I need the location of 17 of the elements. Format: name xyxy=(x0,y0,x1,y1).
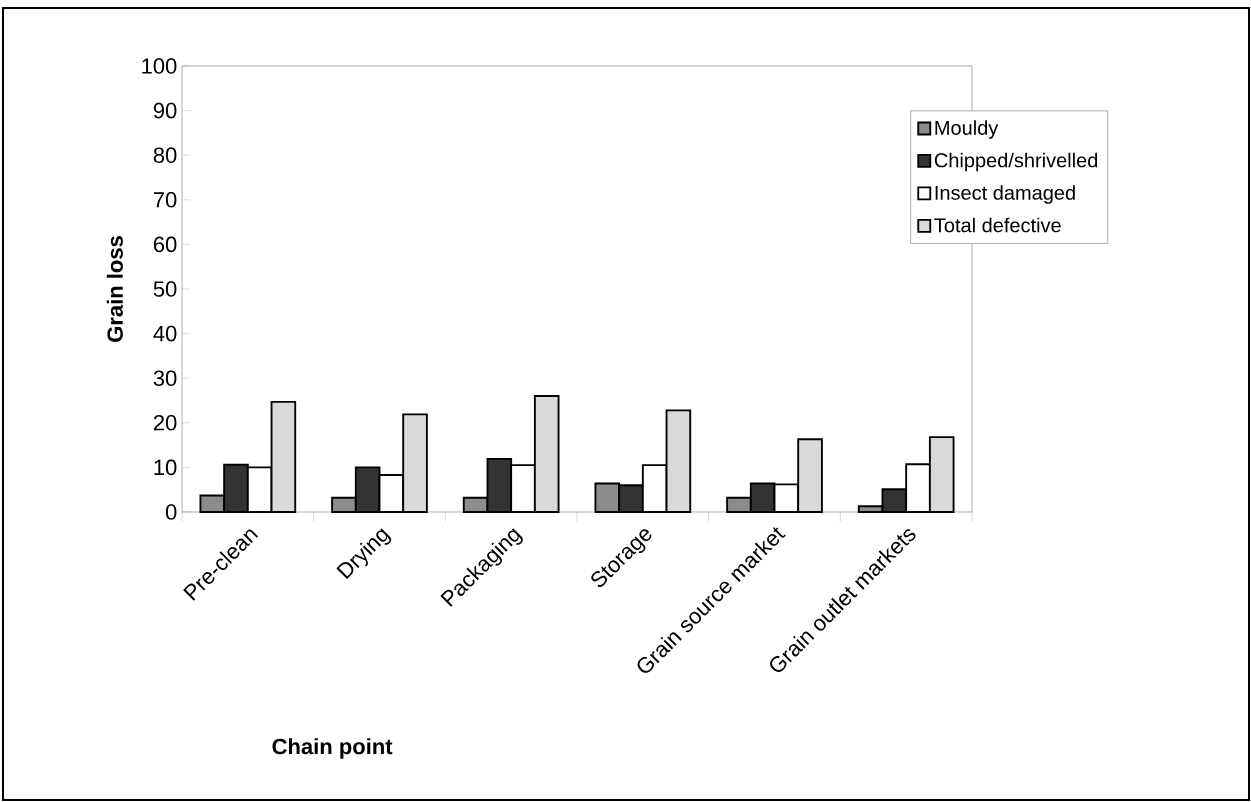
y-tick-label: 50 xyxy=(153,281,177,297)
y-tick-label: 10 xyxy=(154,459,177,476)
legend-label: Mouldy xyxy=(935,120,999,139)
y-tick-label: 60 xyxy=(153,236,177,253)
y-tick-label: 20 xyxy=(153,415,177,431)
legend-label: Chipped/shrivelled xyxy=(934,152,1098,172)
y-tick-label: 100 xyxy=(142,58,177,74)
y-tick-label: 80 xyxy=(153,147,177,163)
y-tick-label: 0 xyxy=(165,504,177,520)
x-axis-title: Chain point xyxy=(272,738,393,759)
legend-label: Total defective xyxy=(934,217,1061,233)
legend-label: Insect damaged xyxy=(935,185,1075,204)
y-tick-label: 70 xyxy=(153,192,177,208)
y-tick-label: 30 xyxy=(153,370,177,386)
y-axis-title: Grain loss xyxy=(106,236,123,342)
y-tick-label: 40 xyxy=(153,325,177,342)
y-tick-label: 90 xyxy=(153,102,177,119)
